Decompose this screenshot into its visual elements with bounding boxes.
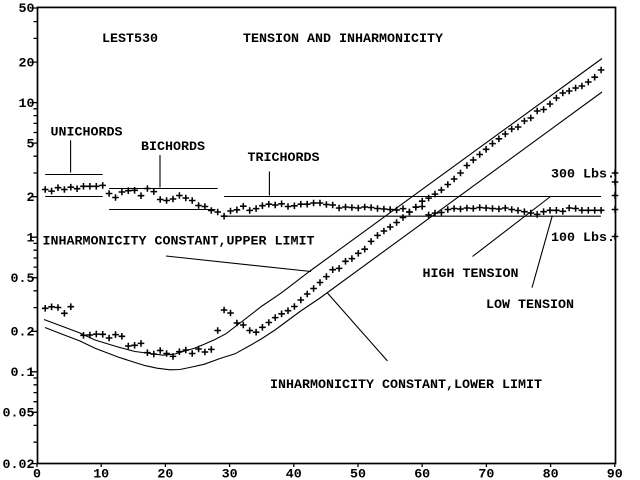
svg-text:60: 60 <box>414 467 430 480</box>
svg-text:30: 30 <box>222 467 238 480</box>
svg-text:20: 20 <box>157 467 173 480</box>
svg-text:TENSION AND INHARMONICITY: TENSION AND INHARMONICITY <box>243 32 443 47</box>
svg-text:1: 1 <box>27 231 35 246</box>
svg-text:300 Lbs.: 300 Lbs. <box>551 167 615 182</box>
svg-text:5: 5 <box>27 137 35 152</box>
svg-text:90: 90 <box>607 467 623 480</box>
svg-text:2: 2 <box>27 191 35 206</box>
svg-text:0.5: 0.5 <box>11 272 35 287</box>
svg-text:LEST530: LEST530 <box>102 32 158 47</box>
svg-text:80: 80 <box>543 467 559 480</box>
svg-text:50: 50 <box>350 467 366 480</box>
svg-text:70: 70 <box>478 467 494 480</box>
svg-text:HIGH TENSION: HIGH TENSION <box>423 267 519 282</box>
svg-text:20: 20 <box>19 56 35 71</box>
svg-text:100 Lbs.: 100 Lbs. <box>551 231 615 246</box>
svg-text:0.05: 0.05 <box>3 407 35 422</box>
svg-text:UNICHORDS: UNICHORDS <box>51 125 123 140</box>
svg-text:TRICHORDS: TRICHORDS <box>248 151 320 166</box>
svg-text:0.2: 0.2 <box>11 326 35 341</box>
svg-text:LOW TENSION: LOW TENSION <box>486 298 574 313</box>
svg-text:INHARMONICITY CONSTANT,LOWER L: INHARMONICITY CONSTANT,LOWER LIMIT <box>270 378 542 393</box>
svg-text:50: 50 <box>19 2 35 17</box>
svg-text:0: 0 <box>33 467 41 480</box>
svg-text:10: 10 <box>93 467 109 480</box>
svg-text:BICHORDS: BICHORDS <box>141 140 205 155</box>
svg-text:INHARMONICITY CONSTANT,UPPER L: INHARMONICITY CONSTANT,UPPER LIMIT <box>43 234 315 249</box>
svg-text:40: 40 <box>286 467 302 480</box>
svg-text:10: 10 <box>19 97 35 112</box>
svg-text:0.02: 0.02 <box>3 458 35 473</box>
svg-text:0.1: 0.1 <box>11 366 35 381</box>
